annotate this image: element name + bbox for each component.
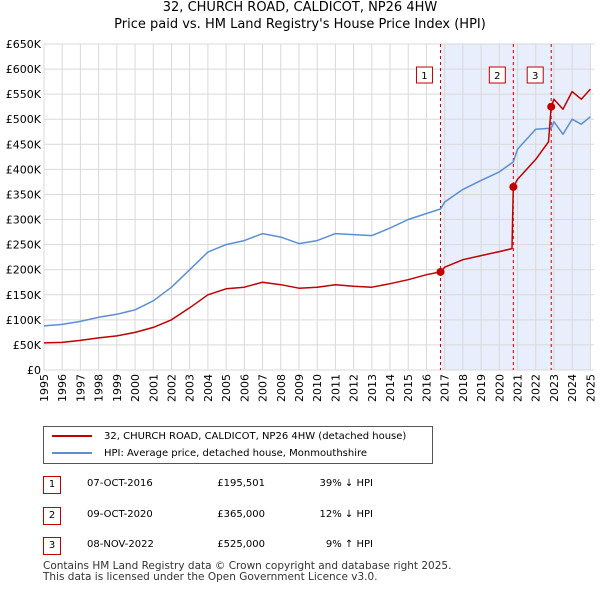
x-tick-label: 1995	[38, 374, 51, 402]
chart-title: 32, CHURCH ROAD, CALDICOT, NP26 4HW	[162, 0, 438, 15]
hpi-line	[43, 116, 591, 327]
x-tick-label: 2009	[293, 374, 306, 402]
x-tick-label: 2002	[165, 374, 178, 402]
property-price-line	[43, 88, 591, 344]
y-tick-label: £250K	[6, 239, 42, 252]
transaction-date: 09-OCT-2020	[87, 509, 153, 520]
transaction-date: 07-OCT-2016	[87, 478, 153, 489]
x-axis-ticks: 1995 1996 1997 1998 1999 2000 2001 2002 2003 2004…	[38, 374, 597, 402]
transaction-price: £195,501	[217, 478, 265, 489]
y-tick-label: £50K	[13, 339, 42, 352]
x-tick-label: 2010	[311, 374, 324, 402]
x-tick-label: 2006	[238, 374, 251, 402]
transaction-hpi-diff: 9% ↑ HPI	[325, 539, 373, 550]
transaction-label-box	[415, 66, 433, 84]
shaded-region	[440, 44, 591, 370]
transaction-price: £365,000	[217, 509, 265, 520]
transaction-points	[436, 102, 556, 276]
x-tick-label: 2022	[530, 374, 543, 402]
transaction-number: 3	[43, 537, 61, 555]
transaction-number: 1	[43, 476, 61, 494]
legend-label-hpi: HPI: Average price, detached house, Monm…	[104, 447, 368, 459]
x-tick-label: 2018	[457, 374, 470, 402]
x-tick-label: 2025	[584, 374, 597, 402]
y-tick-label: £200K	[6, 264, 42, 277]
post-purchase-shading	[44, 44, 594, 370]
legend-label-property: 32, CHURCH ROAD, CALDICOT, NP26 4HW (det…	[104, 430, 407, 442]
chart-subtitle: Price paid vs. HM Land Registry's House …	[114, 17, 486, 32]
transaction-hpi-diff: 12% ↓ HPI	[319, 509, 373, 520]
transaction-label-box	[488, 66, 506, 84]
x-tick-label: 2024	[566, 374, 579, 402]
x-tick-label: 2004	[202, 374, 215, 402]
transaction-point	[509, 182, 518, 191]
x-tick-label: 2003	[184, 374, 197, 402]
y-axis-ticks: £0 £50K £100K £150K £200K £250K £300K £350K £400…	[6, 38, 42, 377]
price-chart: 1 2 3 £0 £50K £100K £150K £200K £250K £300K £350K…	[6, 38, 598, 402]
legend-swatch-property	[52, 435, 92, 437]
transaction-labels: 1 2 3	[415, 66, 544, 84]
transaction-hpi-diff: 39% ↓ HPI	[319, 478, 373, 489]
x-tick-label: 1997	[74, 374, 87, 402]
y-tick-label: £0	[27, 364, 41, 377]
x-tick-label: 1998	[93, 374, 106, 402]
x-tick-label: 2017	[439, 374, 452, 402]
x-tick-label: 1996	[56, 374, 69, 402]
legend-item-hpi: HPI: Average price, detached house, Monm…	[52, 445, 367, 461]
legend-swatch-hpi	[52, 452, 92, 454]
x-tick-label: 2014	[384, 374, 397, 402]
y-tick-label: £150K	[6, 289, 42, 302]
legend: 32, CHURCH ROAD, CALDICOT, NP26 4HW (det…	[43, 426, 433, 464]
transaction-point	[436, 267, 445, 276]
transaction-label-box	[526, 66, 544, 84]
transaction-date: 08-NOV-2022	[87, 539, 154, 550]
x-tick-label: 2011	[329, 374, 342, 402]
footer-license: This data is licensed under the Open Gov…	[43, 571, 378, 583]
y-tick-label: £400K	[6, 163, 42, 176]
x-tick-label: 2015	[402, 374, 415, 402]
series-lines	[43, 88, 591, 344]
x-tick-label: 2021	[512, 374, 525, 402]
transaction-price: £525,000	[217, 539, 265, 550]
x-tick-label: 2007	[257, 374, 270, 402]
x-tick-label: 2008	[275, 374, 288, 402]
footer-copyright: Contains HM Land Registry data © Crown c…	[43, 560, 452, 572]
x-tick-label: 2013	[366, 374, 379, 402]
x-tick-label: 2012	[348, 374, 361, 402]
x-tick-label: 2005	[220, 374, 233, 402]
x-tick-label: 2019	[475, 374, 488, 402]
x-tick-label: 2001	[147, 374, 160, 402]
transaction-number: 2	[43, 507, 61, 525]
y-tick-label: £650K	[6, 38, 42, 51]
y-tick-label: £600K	[6, 63, 42, 76]
y-tick-label: £350K	[6, 188, 42, 201]
transaction-label: 1	[421, 71, 427, 82]
legend-item-property: 32, CHURCH ROAD, CALDICOT, NP26 4HW (det…	[52, 428, 406, 444]
y-tick-label: £100K	[6, 314, 42, 327]
x-tick-label: 1999	[111, 374, 124, 402]
transaction-label: 2	[494, 71, 500, 82]
transaction-label: 3	[532, 71, 538, 82]
x-tick-label: 2020	[493, 374, 506, 402]
grid-lines	[43, 43, 594, 371]
y-tick-label: £300K	[6, 214, 42, 227]
y-tick-label: £450K	[6, 138, 42, 151]
x-tick-label: 2016	[420, 374, 433, 402]
x-tick-label: 2000	[129, 374, 142, 402]
transaction-point	[547, 102, 556, 111]
x-tick-label: 2023	[548, 374, 561, 402]
y-tick-label: £550K	[6, 88, 42, 101]
y-tick-label: £500K	[6, 113, 42, 126]
